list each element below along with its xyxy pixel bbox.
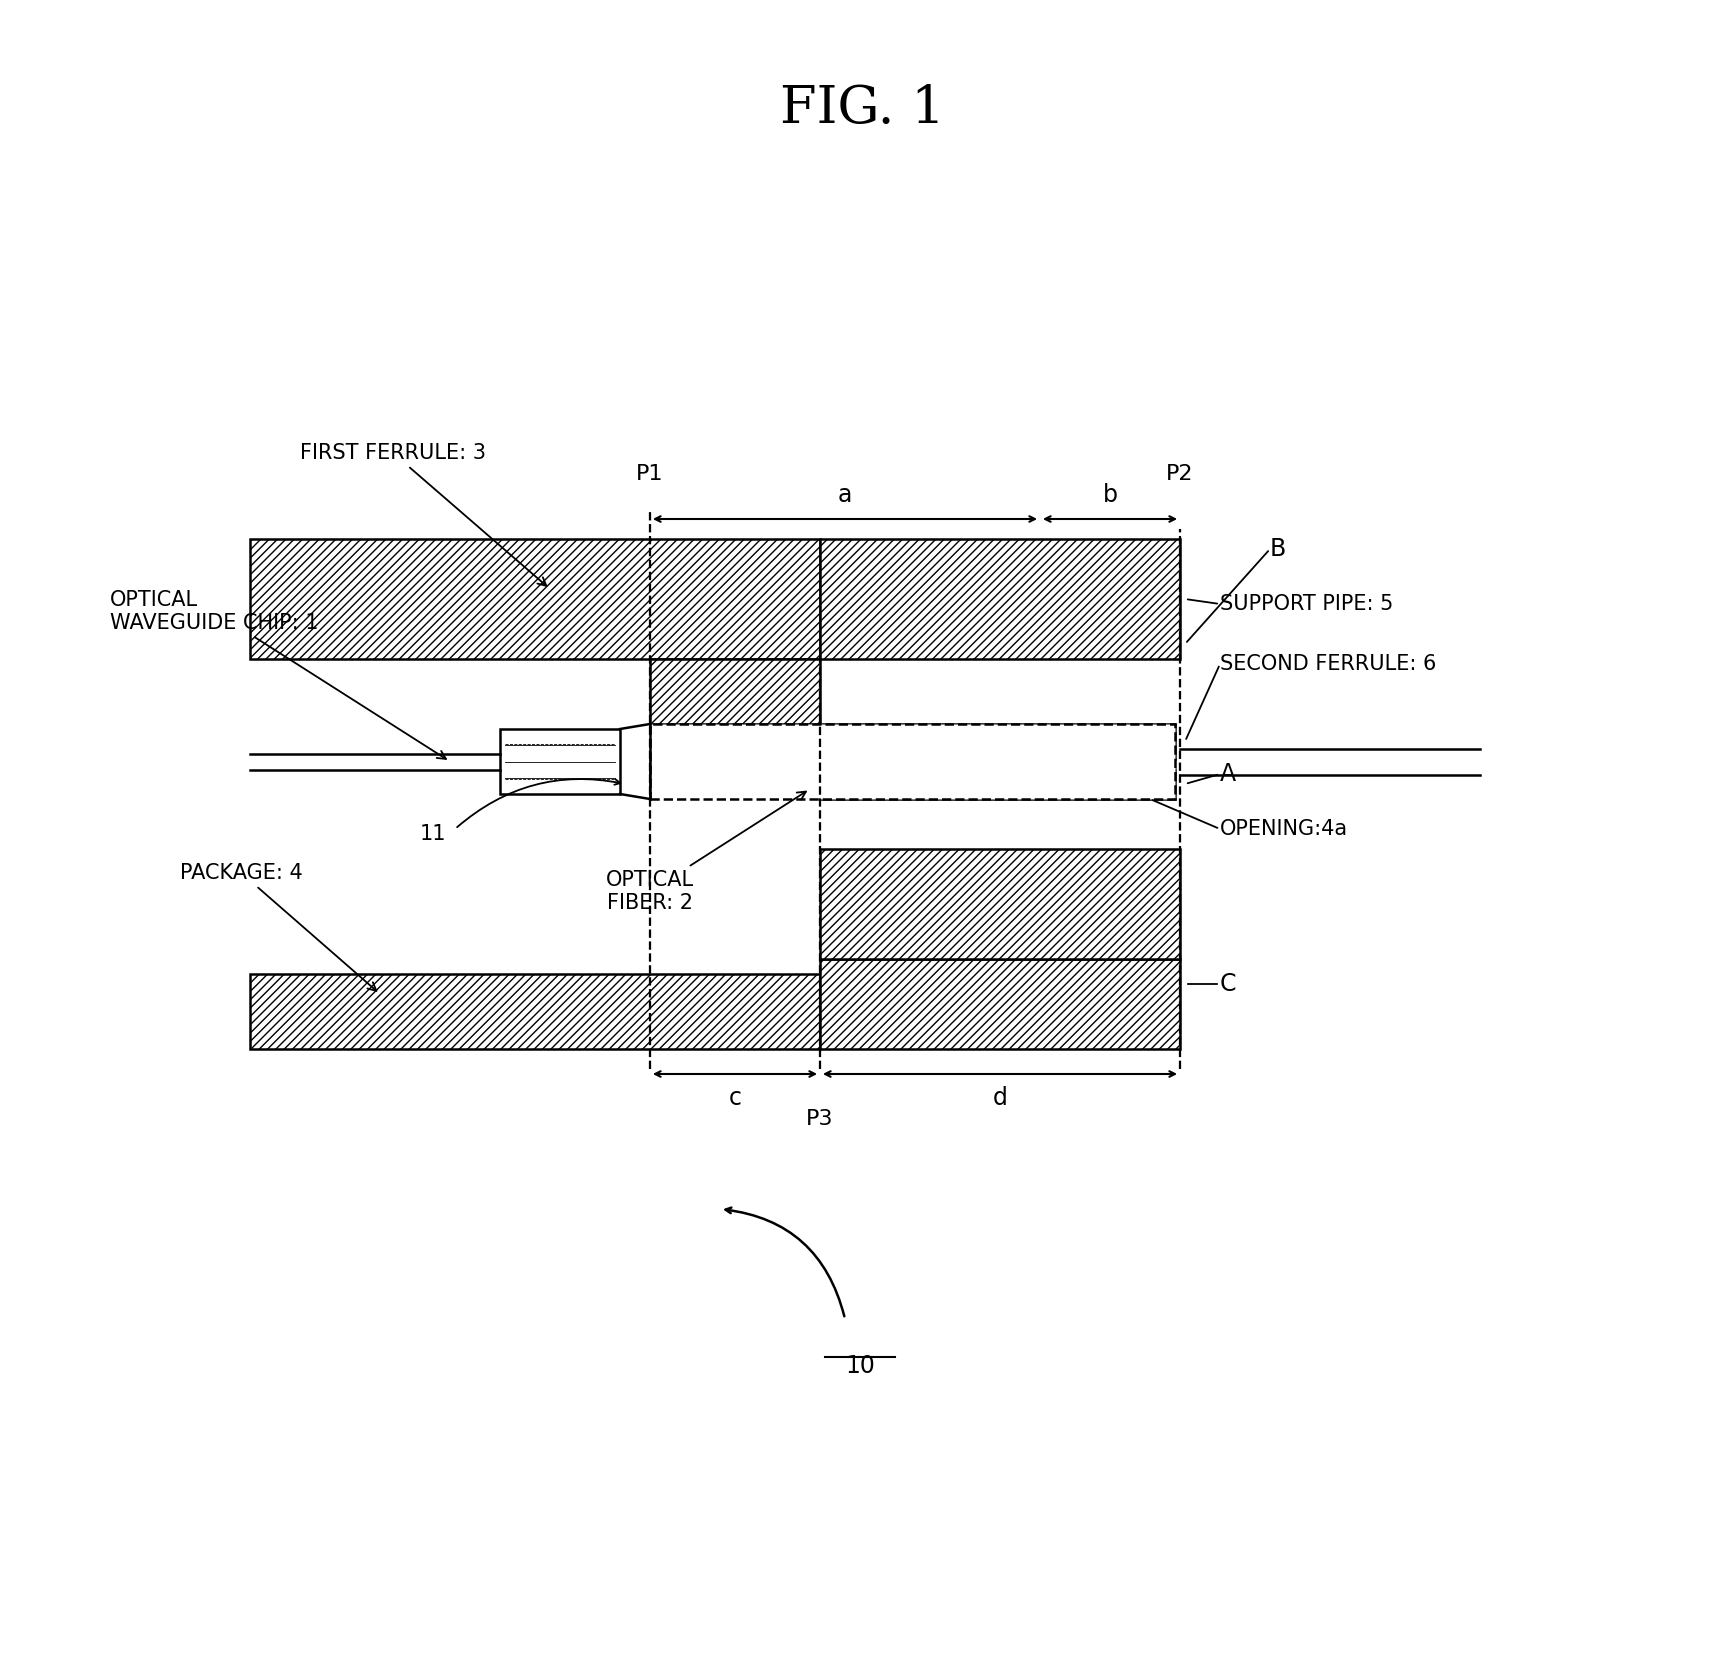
Text: B: B [1270, 538, 1285, 561]
Bar [650, 723, 1175, 800]
Text: P3: P3 [806, 1108, 834, 1130]
Bar [820, 539, 1179, 659]
Text: P2: P2 [1165, 465, 1192, 484]
Bar [500, 728, 620, 795]
Text: FIG. 1: FIG. 1 [779, 83, 944, 134]
Bar [820, 959, 1179, 1048]
Text: PACKAGE: 4: PACKAGE: 4 [179, 863, 376, 990]
Text: A: A [1220, 761, 1235, 786]
Text: 10: 10 [844, 1354, 875, 1379]
Bar [820, 723, 1175, 760]
Text: OPTICAL
FIBER: 2: OPTICAL FIBER: 2 [605, 791, 805, 912]
Bar [820, 849, 1179, 959]
Text: SUPPORT PIPE: 5: SUPPORT PIPE: 5 [1220, 594, 1392, 614]
Text: 11: 11 [420, 825, 446, 844]
Bar [650, 659, 820, 723]
Bar [250, 974, 820, 1048]
Text: FIRST FERRULE: 3: FIRST FERRULE: 3 [300, 443, 546, 586]
Text: OPENING:4a: OPENING:4a [1220, 820, 1347, 839]
Text: SECOND FERRULE: 6: SECOND FERRULE: 6 [1220, 654, 1435, 674]
Text: b: b [1103, 483, 1117, 508]
Text: OPTICAL
WAVEGUIDE CHIP: 1: OPTICAL WAVEGUIDE CHIP: 1 [110, 591, 446, 758]
Text: a: a [837, 483, 851, 508]
Text: d: d [992, 1087, 1006, 1110]
Text: C: C [1220, 972, 1235, 995]
Text: c: c [729, 1087, 741, 1110]
Text: P1: P1 [636, 465, 663, 484]
Bar [820, 770, 1175, 800]
Bar [250, 539, 820, 659]
